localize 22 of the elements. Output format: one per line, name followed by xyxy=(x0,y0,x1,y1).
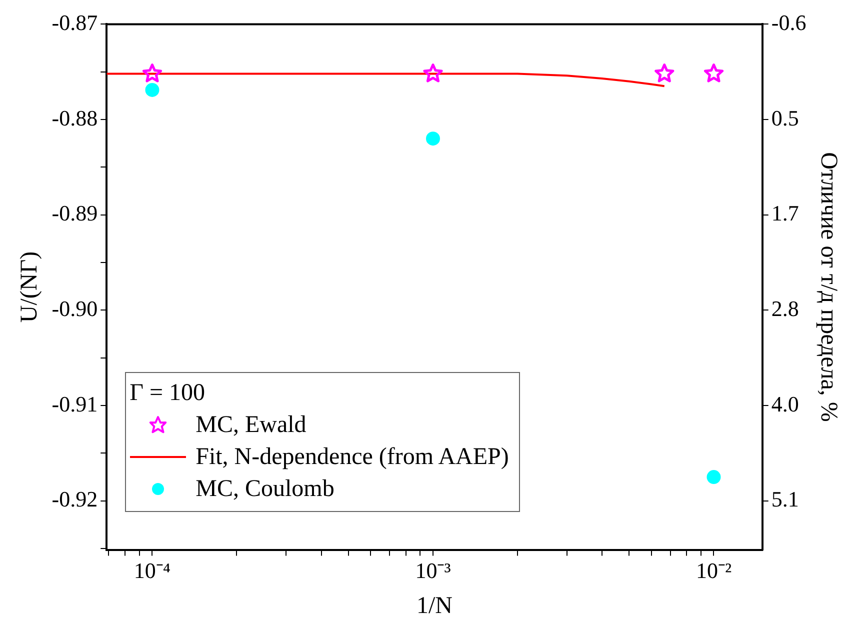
legend-title: Γ = 100 xyxy=(130,378,206,408)
x-tick-label: 10⁻⁴ xyxy=(134,558,171,583)
y-axis-title: U/(NΓ) xyxy=(16,251,43,323)
x-axis-title: 1/N xyxy=(416,592,452,619)
y-tick-label: -0.87 xyxy=(52,10,98,35)
y2-tick-label: 5.1 xyxy=(771,486,799,512)
y-tick-label: -0.92 xyxy=(52,486,98,512)
y-tick-label: -0.90 xyxy=(52,296,98,321)
y2-tick-label: 0.5 xyxy=(771,105,799,130)
legend-label: MC, Coulomb xyxy=(196,474,334,504)
y2-tick-label: 1.7 xyxy=(771,200,799,226)
legend-label: MC, Ewald xyxy=(196,410,306,440)
y-tick-label: -0.88 xyxy=(52,105,98,130)
y2-tick-label: 2.8 xyxy=(771,296,799,321)
x-tick-label: 10⁻³ xyxy=(415,558,452,583)
y2-axis-title: Отличие от т/д предела, % xyxy=(815,152,842,422)
y-tick-label: -0.91 xyxy=(52,391,98,416)
legend-label: Fit, N-dependence (from AAEP) xyxy=(196,442,509,472)
y2-tick-label: 4.0 xyxy=(771,391,799,416)
x-tick-label: 10⁻² xyxy=(696,558,732,583)
y2-tick-label: -0.6 xyxy=(771,10,806,35)
y-tick-label: -0.89 xyxy=(52,200,98,226)
